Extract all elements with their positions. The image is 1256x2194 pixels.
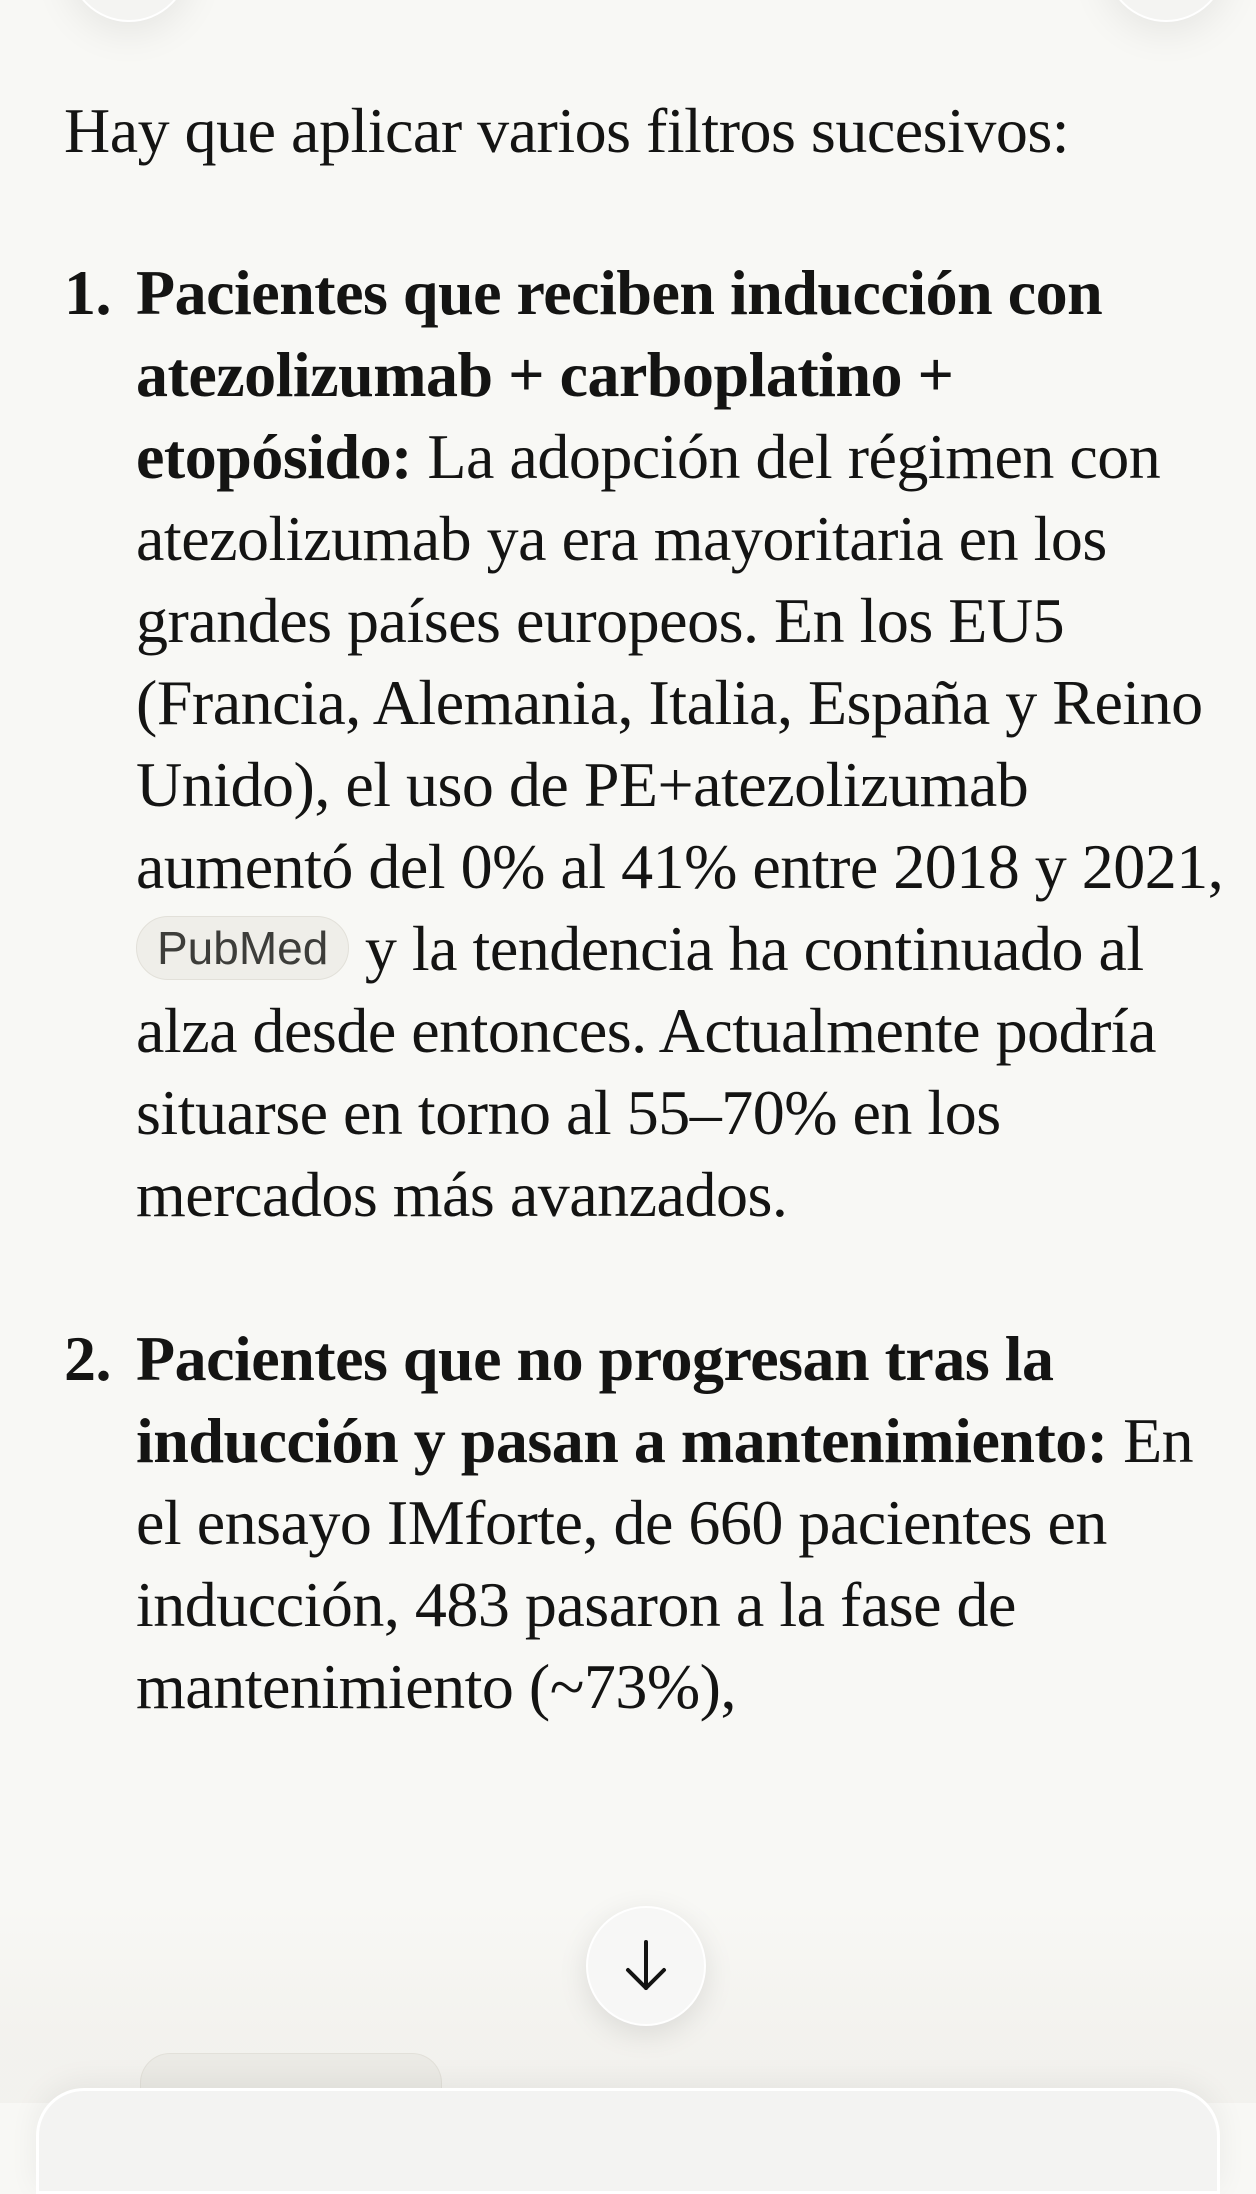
- menu-button[interactable]: [68, 0, 190, 22]
- list-item: 2. Pacientes que no progresan tras la in…: [64, 1318, 1224, 1728]
- citation-chip-partial[interactable]: [140, 2053, 442, 2094]
- list-item-text: La adopción del régimen con atezolizumab…: [136, 421, 1224, 902]
- arrow-down-icon: [626, 1940, 666, 1990]
- intro-paragraph: Hay que aplicar varios filtros sucesivos…: [64, 95, 1070, 166]
- message-composer[interactable]: [36, 2088, 1220, 2194]
- list-item-text: En el ensayo IMforte, de 660 pacientes e…: [136, 1405, 1194, 1722]
- list-item-text-cont: y la tendencia ha continuado al alza des…: [136, 913, 1157, 1230]
- list-item-lead: Pacientes que reciben inducción con atez…: [136, 257, 1103, 492]
- citation-chip-pubmed[interactable]: PubMed: [136, 916, 350, 980]
- list-item-lead: Pacientes que no progresan tras la induc…: [136, 1323, 1108, 1476]
- scroll-to-bottom-button[interactable]: [586, 1906, 706, 2026]
- new-chat-button[interactable]: [1105, 0, 1227, 22]
- list-number: 1.: [64, 257, 112, 328]
- list-item: 1. Pacientes que reciben inducción con a…: [64, 252, 1224, 1236]
- filters-list: 1. Pacientes que reciben inducción con a…: [64, 252, 1224, 1728]
- list-number: 2.: [64, 1323, 112, 1394]
- assistant-message: Hay que aplicar varios filtros sucesivos…: [64, 90, 1224, 1810]
